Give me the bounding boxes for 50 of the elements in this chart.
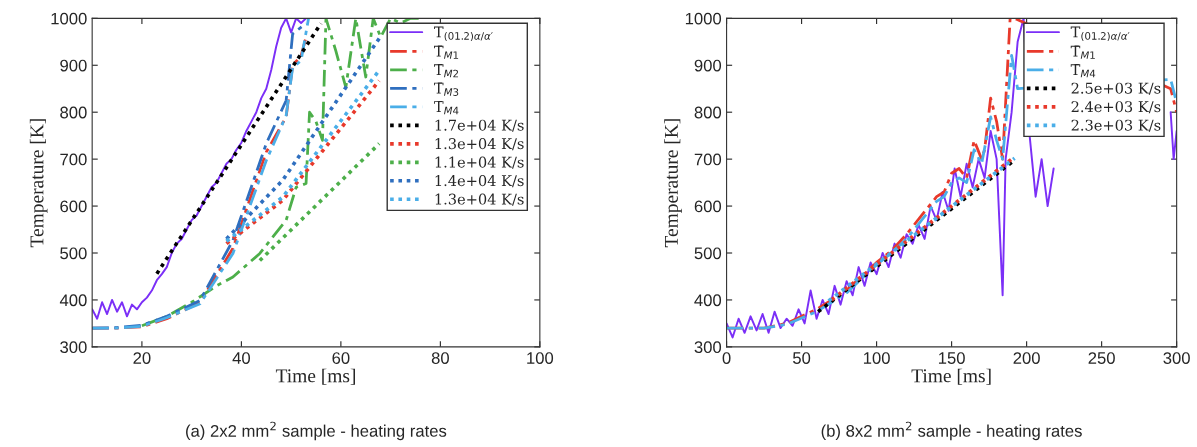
legend-label: T̄$_{M4}$ (1070, 64, 1096, 78)
legend-label: T̄$_{M1}$ (1070, 45, 1095, 59)
x-tick-label: 50 (792, 352, 811, 364)
x-tick-label: 80 (431, 352, 449, 364)
x-tick-label: 40 (232, 352, 251, 364)
x-tick-label: 200 (1013, 352, 1040, 364)
x-axis-title: Time [ms] (275, 368, 355, 385)
legend-label: T$_{(01.2)α/α′}$ (1070, 26, 1130, 41)
x-tick-label: 60 (332, 352, 350, 364)
y-axis-title: Temperature [K] (664, 119, 682, 248)
legend-label: 2.4e+03 K/s (1071, 101, 1161, 114)
y-tick-label: 300 (60, 341, 87, 354)
legend-label: 1.4e+04 K/s (435, 175, 524, 188)
x-tick-label: 0 (722, 352, 731, 364)
y-tick-label: 900 (60, 59, 87, 72)
x-tick-label: 250 (1088, 352, 1115, 364)
y-tick-label: 500 (694, 247, 722, 260)
y-tick-label: 700 (694, 153, 722, 166)
legend-label: 2.5e+03 K/s (1071, 82, 1161, 95)
legend-label: T̄$_{M2}$ (434, 64, 459, 78)
text: (a) 2x2 mm$^{2}$ sample - heating rates (186, 421, 447, 441)
y-tick-label: 900 (694, 59, 722, 72)
y-tick-label: 600 (60, 200, 87, 213)
y-tick-label: 700 (60, 153, 87, 166)
legend-label: 1.3e+04 K/s (435, 193, 524, 206)
y-tick-label: 1000 (685, 12, 722, 25)
legend-label: T̄$_{M1}$ (434, 45, 459, 59)
y-tick-label: 800 (60, 106, 87, 119)
x-tick-label: 20 (133, 352, 151, 364)
y-tick-label: 400 (694, 294, 722, 307)
x-tick-label: 100 (863, 352, 890, 364)
y-tick-label: 800 (694, 106, 722, 119)
y-tick-label: 600 (694, 200, 722, 213)
x-tick-label: 100 (527, 352, 554, 364)
y-tick-label: 400 (59, 294, 87, 307)
text: (b) 8x2 mm$^{2}$ sample - heating rates (821, 421, 1082, 441)
legend-label: 1.1e+04 K/s (435, 156, 524, 169)
y-axis-title: Temperature [K] (29, 119, 48, 248)
y-tick-label: 1000 (51, 12, 87, 25)
y-tick-label: 300 (694, 341, 722, 354)
x-tick-label: 150 (938, 352, 965, 364)
legend-label: T̄$_{M4}$ (434, 101, 459, 115)
legend-label: T$_{(01.2)α/α′}$ (434, 26, 493, 41)
legend-label: T̄$_{M3}$ (434, 82, 459, 96)
y-tick-label: 500 (60, 247, 87, 260)
legend-label: 2.3e+03 K/s (1071, 119, 1161, 132)
legend-label: 1.3e+04 K/s (435, 138, 524, 151)
x-axis-title: Time [ms] (911, 368, 991, 385)
legend-label: 1.7e+04 K/s (435, 119, 524, 132)
x-tick-label: 300 (1163, 352, 1190, 364)
